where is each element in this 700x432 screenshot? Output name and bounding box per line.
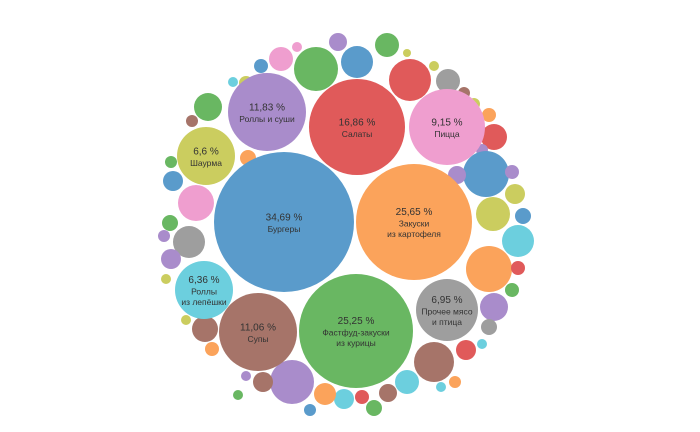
bubble-category-label: Роллы и суши — [239, 114, 295, 124]
small-bubble — [481, 124, 507, 150]
small-bubble — [476, 197, 510, 231]
bubble-category-label: Фастфуд-закуски — [322, 328, 390, 338]
bubble — [177, 127, 235, 185]
small-bubble — [389, 59, 431, 101]
small-bubble — [158, 230, 170, 242]
bubble-value-label: 11,83 % — [249, 102, 285, 113]
bubble-category-label: Прочее мясо — [421, 307, 472, 317]
small-bubble — [233, 390, 243, 400]
bubble — [309, 79, 405, 175]
small-bubble — [355, 390, 369, 404]
small-bubble — [505, 184, 525, 204]
bubble-value-label: 6,95 % — [431, 295, 462, 306]
small-bubble — [403, 49, 411, 57]
small-bubble — [436, 382, 446, 392]
small-bubble — [505, 283, 519, 297]
bubble — [175, 261, 233, 319]
bubble-category-label: из картофеля — [387, 229, 441, 239]
small-bubble — [163, 171, 183, 191]
small-bubble — [186, 115, 198, 127]
bubble-category-label: Пицца — [434, 129, 460, 139]
small-bubble — [241, 371, 251, 381]
bubble-value-label: 25,25 % — [338, 316, 375, 327]
bubble-category-label: Супы — [247, 334, 268, 344]
small-bubble — [502, 225, 534, 257]
small-bubble — [228, 77, 238, 87]
small-bubble — [329, 33, 347, 51]
small-bubble — [515, 208, 531, 224]
small-bubble — [414, 342, 454, 382]
small-bubble — [466, 246, 512, 292]
bubble-value-label: 9,15 % — [431, 117, 462, 128]
small-bubble — [181, 315, 191, 325]
small-bubble — [192, 316, 218, 342]
small-bubble — [161, 274, 171, 284]
small-bubble — [505, 165, 519, 179]
small-bubble — [294, 47, 338, 91]
small-bubble — [254, 59, 268, 73]
bubble-group: 11,06 %Супы — [219, 293, 297, 371]
bubble-category-label: Салаты — [342, 129, 372, 139]
bubble-value-label: 6,6 % — [193, 146, 219, 157]
bubble-group: 16,86 %Салаты — [309, 79, 405, 175]
small-bubble — [366, 400, 382, 416]
small-bubble — [429, 61, 439, 71]
small-bubble — [161, 249, 181, 269]
small-bubble — [482, 108, 496, 122]
small-bubble — [292, 42, 302, 52]
bubble-group: 6,6 %Шаурма — [177, 127, 235, 185]
small-bubble — [341, 46, 373, 78]
small-bubble — [511, 261, 525, 275]
bubble-category-label: Бургеры — [268, 224, 301, 234]
bubble — [356, 164, 472, 280]
small-bubble — [379, 384, 397, 402]
bubble-group: 9,15 %Пицца — [409, 89, 485, 165]
bubble-category-label: Роллы — [191, 287, 217, 297]
small-bubble — [456, 340, 476, 360]
small-bubble — [314, 383, 336, 405]
bubble — [214, 152, 354, 292]
bubble-category-label: Закуски — [399, 219, 430, 229]
bubble-group: 11,83 %Роллы и суши — [228, 73, 306, 151]
bubble — [228, 73, 306, 151]
small-bubble — [436, 69, 460, 93]
small-bubble — [205, 342, 219, 356]
small-bubble — [173, 226, 205, 258]
bubble-category-label: из курицы — [336, 338, 375, 348]
small-bubble — [270, 360, 314, 404]
bubble-category-label: из лепёшки — [181, 297, 227, 307]
small-bubble — [463, 151, 509, 197]
small-bubble — [375, 33, 399, 57]
small-bubble — [304, 404, 316, 416]
small-bubble — [253, 372, 273, 392]
bubble — [219, 293, 297, 371]
bubble — [409, 89, 485, 165]
small-bubble — [269, 47, 293, 71]
bubble-value-label: 34,69 % — [266, 212, 303, 223]
small-bubble — [481, 319, 497, 335]
small-bubble — [165, 156, 177, 168]
bubble-value-label: 11,06 % — [240, 322, 276, 333]
small-bubble — [477, 339, 487, 349]
bubble — [299, 274, 413, 388]
bubble — [416, 279, 478, 341]
small-bubble — [449, 376, 461, 388]
bubble-category-label: Шаурма — [190, 158, 222, 168]
bubble-value-label: 6,36 % — [188, 275, 219, 286]
small-bubble — [395, 370, 419, 394]
bubble-value-label: 25,65 % — [396, 207, 433, 218]
small-bubble — [334, 389, 354, 409]
small-bubble — [178, 185, 214, 221]
small-bubble — [194, 93, 222, 121]
bubble-value-label: 16,86 % — [339, 117, 376, 128]
small-bubble — [162, 215, 178, 231]
small-bubble — [480, 293, 508, 321]
bubble-group: 34,69 %Бургеры — [214, 152, 354, 292]
bubble-category-label: и птица — [432, 317, 462, 327]
